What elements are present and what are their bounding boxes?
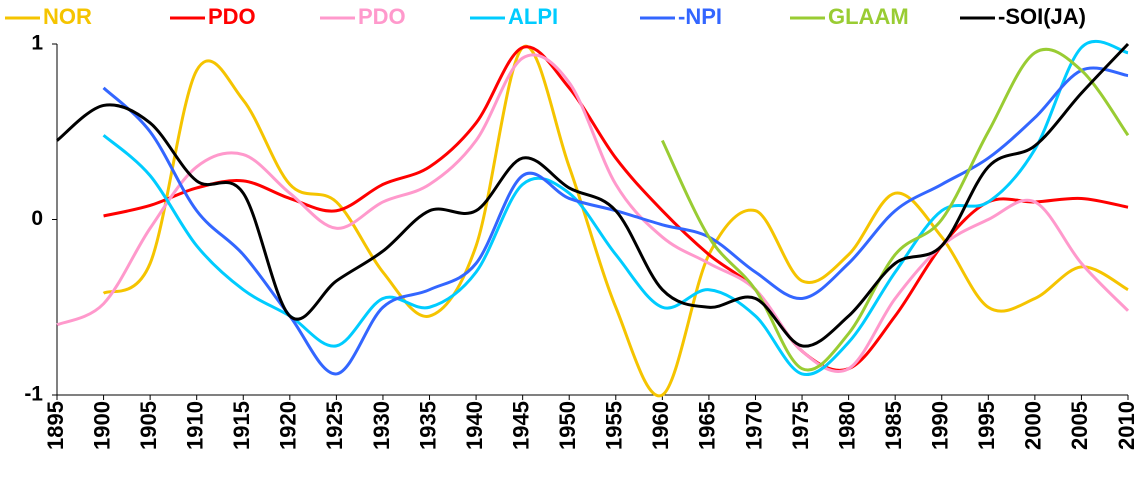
x-tick-label: 1955 [602, 401, 627, 450]
x-tick-label: 1950 [555, 401, 580, 450]
legend-label: PDO [208, 4, 256, 29]
x-tick-label: 1915 [229, 401, 254, 450]
y-tick-label: 1 [31, 32, 43, 55]
legend-label: -NPI [678, 4, 722, 29]
legend-label: NOR [43, 4, 92, 29]
x-tick-label: 1940 [462, 401, 487, 450]
y-tick-label: -1 [24, 383, 43, 406]
x-tick-label: 1935 [415, 401, 440, 450]
x-tick-label: 1945 [508, 401, 533, 450]
series-line [102, 66, 1129, 376]
x-tick-label: 1925 [322, 401, 347, 450]
x-tick-label: 1990 [928, 401, 953, 450]
x-tick-label: 2000 [1021, 401, 1046, 450]
series-line [660, 47, 1130, 372]
x-tick-label: 2010 [1114, 401, 1139, 450]
y-tick-label: 0 [31, 207, 43, 230]
series-line [56, 53, 1130, 373]
x-tick-label: 1905 [136, 401, 161, 450]
series-line [102, 44, 1129, 398]
series-line [56, 42, 1130, 348]
x-tick-label: 1900 [89, 401, 114, 450]
x-tick-label: 2005 [1067, 401, 1092, 450]
x-tick-label: 1980 [834, 401, 859, 450]
x-tick-label: 1965 [695, 401, 720, 450]
x-tick-label: 1910 [183, 401, 208, 450]
x-tick-label: 1920 [276, 401, 301, 450]
x-tick-label: 1975 [788, 401, 813, 450]
legend-label: GLAAM [828, 4, 909, 29]
x-tick-label: 1970 [741, 401, 766, 450]
legend-label: -SOI(JA) [998, 4, 1086, 29]
x-tick-label: 1960 [648, 401, 673, 450]
legend-label: ALPI [508, 4, 558, 29]
x-tick-label: 1895 [43, 401, 68, 450]
x-tick-label: 1995 [974, 401, 999, 450]
legend-label: PDO [358, 4, 406, 29]
x-tick-label: 1930 [369, 401, 394, 450]
series-line [102, 39, 1129, 377]
x-tick-label: 1985 [881, 401, 906, 450]
